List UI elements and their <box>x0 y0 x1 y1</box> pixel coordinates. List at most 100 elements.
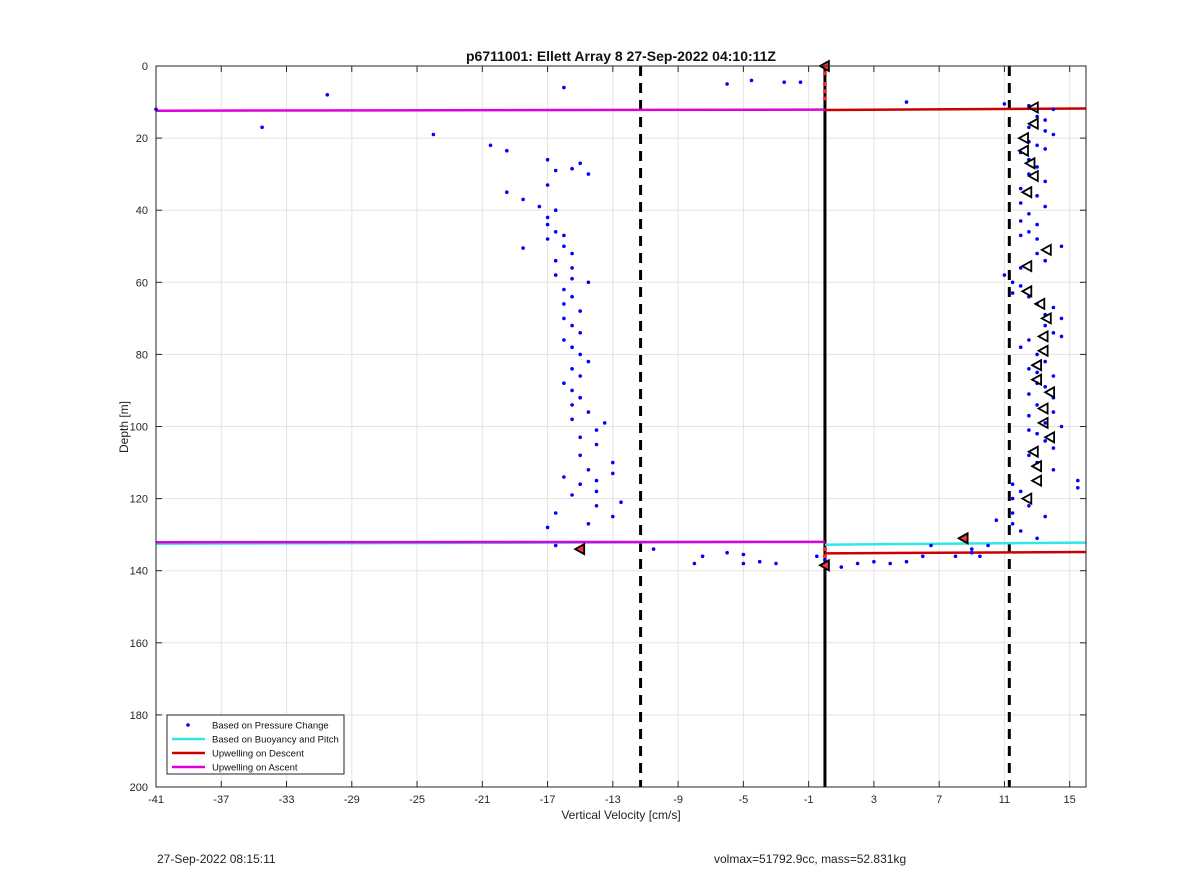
red-marker <box>822 96 827 101</box>
data-point <box>1043 258 1047 263</box>
data-point <box>570 251 574 256</box>
triangle-marker <box>1039 311 1052 325</box>
triangle-marker <box>1036 416 1049 430</box>
data-point <box>1018 233 1023 238</box>
y-tick-label: 40 <box>136 205 148 217</box>
triangle-marker <box>1017 131 1029 145</box>
data-point <box>1035 403 1039 407</box>
data-point <box>562 85 566 90</box>
triangle-marker <box>1036 329 1049 343</box>
data-point <box>545 215 550 220</box>
data-point <box>553 208 558 212</box>
data-point <box>1027 413 1031 418</box>
data-point <box>1059 244 1064 249</box>
legend-entry-label: Upwelling on Descent <box>212 749 304 760</box>
x-tick-label: -13 <box>605 794 621 806</box>
triangle-marker <box>1036 344 1049 358</box>
data-point <box>611 471 615 476</box>
data-point <box>1076 486 1080 490</box>
data-point <box>1051 374 1056 378</box>
data-point <box>586 280 591 285</box>
data-point <box>888 561 892 566</box>
x-tick-label: -41 <box>148 794 164 806</box>
plot-area <box>154 59 1087 787</box>
data-point <box>1018 489 1023 494</box>
data-point <box>1027 392 1031 396</box>
legend-dot-symbol <box>186 723 190 727</box>
triangle-marker <box>1030 459 1042 473</box>
data-point <box>1027 125 1031 130</box>
data-point <box>1027 367 1031 371</box>
data-point <box>1043 421 1047 425</box>
data-point <box>1051 107 1056 112</box>
data-point <box>594 442 599 447</box>
data-point <box>1043 129 1047 133</box>
triangle-marker <box>1026 445 1039 459</box>
data-point <box>562 244 566 249</box>
x-tick-label: -29 <box>344 794 360 806</box>
data-point <box>855 561 860 566</box>
data-point <box>570 294 574 299</box>
data-point <box>545 525 550 530</box>
red-marker <box>822 89 827 94</box>
data-point <box>562 316 566 321</box>
red-marker <box>822 82 827 87</box>
data-point <box>260 125 264 130</box>
data-point <box>545 237 550 241</box>
data-point <box>1051 410 1056 414</box>
y-tick-label: 80 <box>136 349 148 361</box>
data-point <box>578 435 582 440</box>
data-point <box>1035 536 1039 541</box>
x-tick-label: 15 <box>1064 794 1076 806</box>
grid-lines <box>155 65 1086 788</box>
data-point <box>1018 186 1023 191</box>
data-point <box>1035 352 1039 357</box>
y-tick-label: 0 <box>142 61 148 73</box>
data-point <box>651 547 656 551</box>
data-point <box>1051 468 1056 472</box>
data-point <box>1027 428 1031 432</box>
data-point <box>1027 504 1031 508</box>
triangle-marker <box>573 542 586 556</box>
y-tick-label: 180 <box>130 710 148 722</box>
x-tick-label: 11 <box>999 794 1010 806</box>
data-point <box>611 514 615 519</box>
data-point <box>1027 338 1031 342</box>
data-point <box>1035 194 1039 198</box>
data-point <box>1018 201 1023 205</box>
data-point <box>815 554 819 559</box>
data-point <box>553 273 558 277</box>
data-point <box>798 80 803 84</box>
footer-timestamp: 27-Sep-2022 08:15:11 <box>157 852 276 866</box>
data-point <box>586 410 591 414</box>
legend: Based on Pressure Change Based on Buoyanc… <box>166 714 345 775</box>
data-point <box>488 143 493 148</box>
x-axis-label: Vertical Velocity [cm/s] <box>561 808 680 822</box>
data-point <box>1043 359 1047 364</box>
red-marker <box>822 71 827 76</box>
data-point <box>904 559 909 564</box>
data-point <box>562 233 566 238</box>
data-point <box>782 80 786 84</box>
data-point <box>1051 446 1056 450</box>
triangle-marker <box>1043 385 1055 399</box>
triangle-marker <box>1023 156 1036 170</box>
triangle-marker <box>1026 169 1039 183</box>
data-point <box>578 161 582 166</box>
data-point <box>562 475 566 479</box>
x-tick-label: -21 <box>474 794 490 806</box>
data-point <box>578 331 582 335</box>
data-point <box>586 522 591 526</box>
data-point <box>570 367 574 371</box>
data-point <box>562 338 566 342</box>
data-point <box>1043 514 1047 519</box>
triangle-marker <box>956 531 969 545</box>
footer-info: volmax=51792.9cc, mass=52.831kg <box>714 852 907 866</box>
triangle-marker <box>1033 297 1046 311</box>
triangle-marker <box>1030 373 1042 387</box>
data-point <box>553 258 558 263</box>
y-tick-label: 20 <box>136 133 148 145</box>
data-point <box>431 132 436 137</box>
data-point <box>1002 102 1007 106</box>
